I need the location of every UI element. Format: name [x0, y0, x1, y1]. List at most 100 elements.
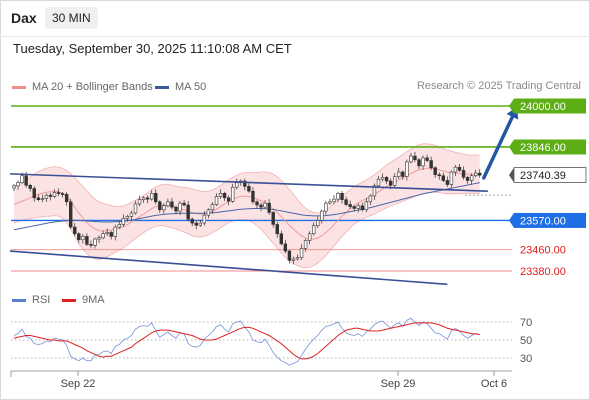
- candle: [77, 232, 81, 243]
- level-tag-1: [514, 139, 586, 155]
- candle-body: [453, 166, 458, 173]
- legend-ma-bollinger-label: MA 20 + Bollinger Bands: [32, 81, 153, 93]
- candle-body: [69, 201, 73, 228]
- candle: [137, 195, 142, 207]
- candle: [324, 200, 328, 216]
- candle: [267, 199, 271, 215]
- candle-body: [182, 202, 186, 206]
- candle: [182, 199, 186, 207]
- candle: [105, 228, 109, 237]
- candle: [101, 230, 105, 240]
- candle: [206, 208, 211, 219]
- candle: [299, 244, 304, 261]
- candle: [348, 200, 352, 209]
- candle: [210, 202, 215, 214]
- candle-body: [259, 204, 263, 208]
- candle-body: [154, 192, 158, 203]
- candle-body: [457, 166, 462, 171]
- candle: [218, 189, 223, 199]
- candle: [295, 254, 300, 261]
- candle: [405, 159, 409, 181]
- candle-body: [125, 216, 130, 219]
- candle-body: [64, 194, 69, 203]
- candle: [397, 168, 401, 179]
- candle-body: [372, 185, 377, 197]
- candle: [73, 223, 77, 237]
- channel-lower-line: [9, 250, 448, 286]
- candle: [186, 201, 190, 222]
- candle-body: [364, 201, 369, 211]
- candle-body: [275, 224, 279, 235]
- candle-body: [413, 155, 417, 161]
- candle-body: [117, 224, 122, 228]
- candle-body: [32, 188, 36, 199]
- candle-body: [214, 196, 219, 205]
- candle: [117, 221, 122, 229]
- candle-body: [376, 178, 381, 187]
- candle-body: [170, 201, 174, 208]
- candle: [44, 193, 49, 202]
- legend-9ma: 9MA: [62, 293, 105, 307]
- candle: [453, 164, 458, 176]
- candle: [129, 210, 134, 221]
- candle: [271, 210, 275, 228]
- rsi-tick-1: 50: [520, 335, 532, 347]
- candle-body: [97, 237, 101, 240]
- legend-rsi: RSI: [12, 293, 50, 307]
- candle: [150, 190, 154, 201]
- candle-body: [299, 248, 304, 258]
- level-tag-pointer-1: [509, 139, 514, 155]
- candle: [170, 197, 174, 210]
- candle: [81, 234, 85, 244]
- candle: [243, 178, 247, 191]
- candle: [64, 191, 69, 206]
- level-tag-3: [514, 212, 586, 228]
- candle-body: [441, 175, 445, 181]
- candle: [352, 205, 356, 212]
- candle-body: [56, 192, 61, 194]
- candle-body: [137, 199, 142, 205]
- candle: [380, 173, 385, 182]
- candle: [113, 224, 117, 241]
- candle: [141, 196, 146, 203]
- rsi-plot: 70 50 30: [11, 317, 532, 366]
- candle: [311, 222, 316, 236]
- candle-body: [311, 225, 316, 235]
- candle: [364, 197, 369, 213]
- candle: [445, 176, 450, 187]
- candle: [441, 172, 445, 183]
- level-label-5: 23380.00: [520, 266, 566, 278]
- candle: [125, 214, 130, 222]
- candle: [52, 189, 57, 199]
- candle-body: [303, 240, 308, 249]
- level-label-3: 23570.00: [520, 215, 566, 227]
- candle: [461, 166, 466, 180]
- candle: [93, 237, 97, 249]
- candle-body: [295, 257, 300, 260]
- price-plot: 24000.00 23846.00 23740.39 23570.00 23460.00…: [9, 98, 587, 286]
- candle-body: [81, 236, 85, 240]
- candle: [344, 196, 348, 207]
- candle-body: [291, 258, 296, 261]
- candle-body: [401, 171, 405, 177]
- candle-body: [145, 197, 150, 200]
- candle-body: [473, 172, 478, 177]
- candle-body: [158, 201, 162, 211]
- candle-body: [85, 236, 89, 245]
- candle: [121, 214, 126, 227]
- candle: [28, 183, 32, 192]
- candle-body: [186, 204, 190, 220]
- candle-body: [263, 202, 267, 208]
- candle-body: [162, 205, 166, 211]
- candle: [162, 203, 166, 214]
- candle: [214, 193, 219, 207]
- candle: [287, 249, 292, 264]
- candle: [174, 205, 178, 215]
- legend-rsi-label: RSI: [32, 294, 51, 306]
- candle-body: [360, 205, 364, 211]
- candle: [56, 188, 61, 196]
- level-tag-0: [514, 98, 586, 114]
- candle: [226, 195, 231, 206]
- timeframe-button[interactable]: 30 MIN: [45, 7, 98, 29]
